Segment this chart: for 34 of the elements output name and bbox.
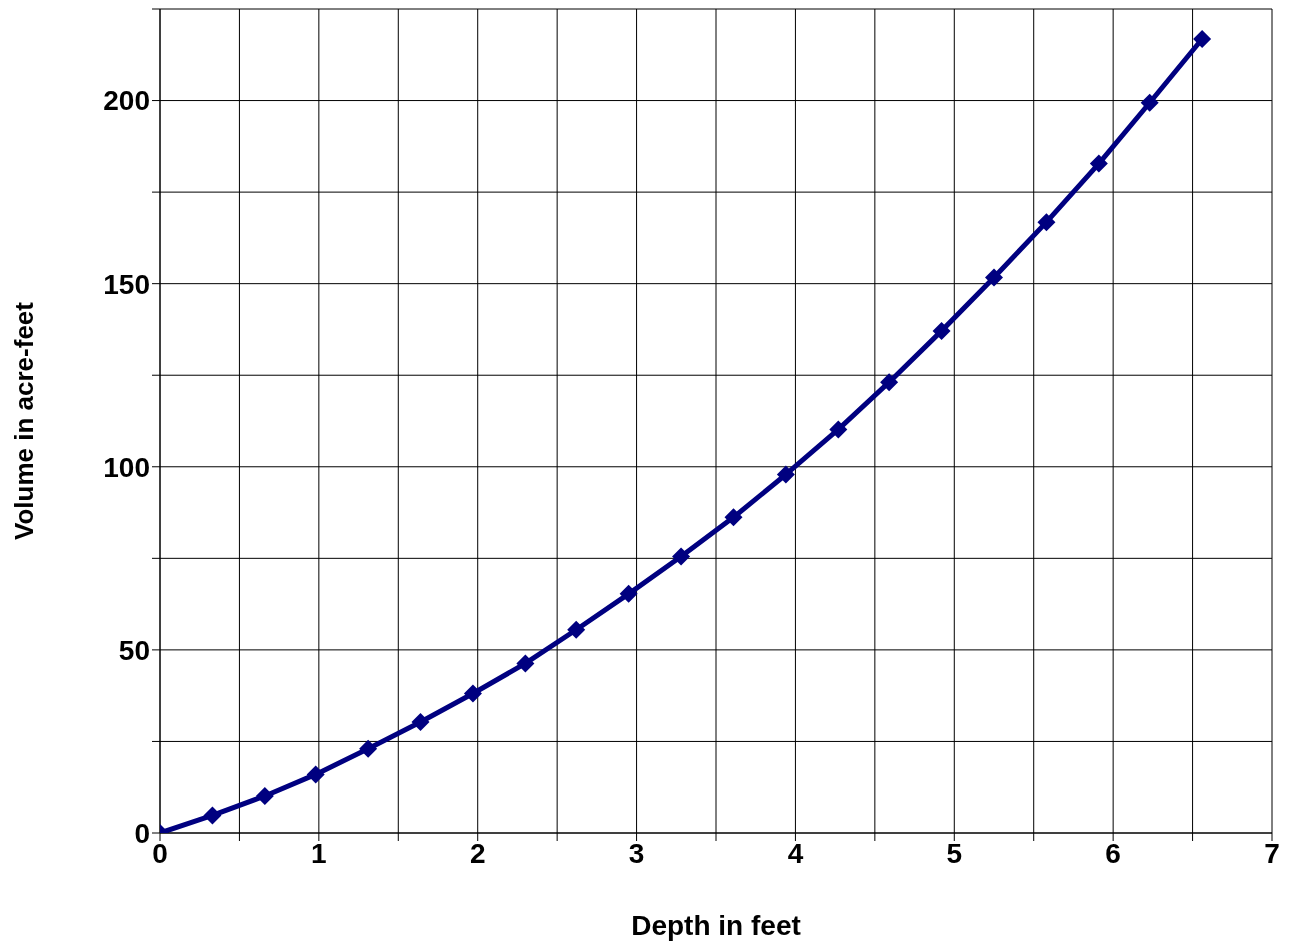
point (567, 620, 586, 639)
x-tick-label: 6 (1105, 837, 1121, 869)
point (463, 684, 482, 703)
y-tick-label: 150 (103, 268, 150, 300)
y-tick-label: 100 (103, 451, 150, 483)
x-tick-label: 2 (469, 837, 486, 869)
y-tick-label: 50 (118, 634, 150, 666)
point (1140, 93, 1159, 112)
point (985, 268, 1003, 287)
point (880, 373, 899, 392)
y-tick-label: 200 (103, 85, 150, 117)
point (306, 765, 325, 784)
x-axis-title: Depth in feet (631, 910, 801, 941)
x-tick-label: 1 (311, 837, 327, 869)
point (776, 465, 795, 484)
x-tick-label: 3 (628, 837, 645, 869)
point (255, 787, 274, 806)
point (1193, 30, 1212, 49)
point (359, 739, 378, 758)
y-axis-title: Volume in acre-feet (9, 301, 40, 540)
x-tick-label: 5 (946, 837, 963, 869)
point (411, 713, 430, 732)
y-tick-label: 0 (134, 817, 150, 849)
point (619, 584, 638, 603)
point (1089, 154, 1108, 173)
point (932, 321, 951, 340)
point (203, 806, 222, 825)
point (516, 654, 535, 673)
point (829, 420, 848, 439)
point (724, 508, 743, 527)
point (1037, 213, 1056, 232)
x-tick-label: 7 (1264, 837, 1280, 869)
point (672, 547, 691, 566)
x-tick-label: 4 (787, 837, 804, 869)
